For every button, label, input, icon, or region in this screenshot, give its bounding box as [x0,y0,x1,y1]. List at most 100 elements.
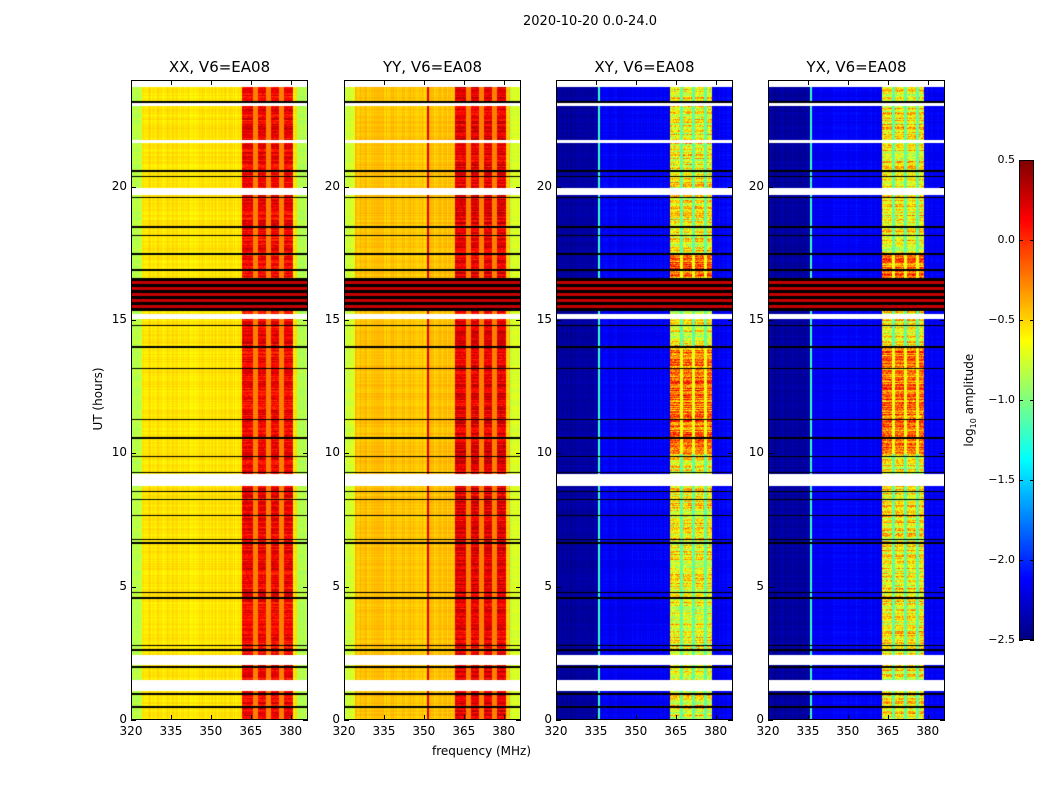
x-tick-mark [847,80,849,85]
x-tick-label: 365 [664,724,688,738]
colorbar-tick-mark [1030,160,1034,161]
y-tick-label: 5 [332,578,340,593]
y-tick-mark [940,320,945,321]
x-tick-label: 320 [332,724,356,738]
x-tick-label: 365 [239,724,263,738]
colorbar-tick-label: −1.5 [988,473,1015,486]
y-tick-mark [131,586,136,588]
figure-title: 2020-10-20 0.0-24.0 [523,14,657,29]
y-axis-label: UT (hours) [91,367,105,431]
x-tick-mark [715,715,717,720]
x-tick-mark [768,715,769,720]
x-tick-mark [344,715,345,720]
x-tick-mark [503,80,505,85]
y-tick-mark [940,720,945,721]
y-tick-mark [131,186,136,188]
colorbar-tick-mark [1019,240,1023,241]
x-tick-mark [556,715,557,720]
y-tick-label: 15 [536,312,552,326]
panel-frame [556,80,733,720]
colorbar-tick-mark [1019,400,1023,401]
y-tick-mark [303,453,308,455]
panel-title: XY, V6=EA08 [594,58,695,76]
panel-frame [131,80,308,720]
x-tick-mark [503,715,505,720]
x-tick-mark [675,80,677,85]
y-tick-label: 5 [756,578,764,593]
heatmap-0 [131,80,308,720]
panel-frame [344,80,521,720]
y-tick-mark [728,720,733,721]
x-tick-mark [768,80,769,85]
colorbar-tick-label: 0.0 [997,233,1016,246]
colorbar-tick-label: −0.5 [988,313,1015,326]
panel-frame [768,80,945,720]
y-tick-mark [131,453,136,455]
x-tick-label: 365 [452,724,476,738]
y-tick-label: 15 [324,312,340,326]
heatmap-2 [556,80,733,720]
y-tick-mark [768,186,773,188]
colorbar-gradient [1019,160,1034,640]
colorbar-tick-label: −2.0 [988,553,1015,566]
y-tick-label: 20 [324,178,340,193]
x-tick-mark [887,715,889,720]
colorbar-tick-label: −2.5 [988,633,1015,646]
y-tick-mark [768,320,773,321]
x-tick-mark [807,80,809,85]
colorbar-tick-mark [1019,160,1023,161]
x-tick-label: 335 [159,724,183,738]
panel-title: XX, V6=EA08 [168,58,271,76]
colorbar-tick-mark [1030,400,1034,401]
x-tick-mark [170,715,172,720]
y-tick-mark [516,720,521,721]
colorbar-tick-mark [1019,320,1023,321]
y-tick-mark [556,186,561,188]
x-tick-mark [556,80,557,85]
y-tick-label: 10 [748,445,764,460]
x-tick-label: 335 [584,724,608,738]
x-tick-label: 335 [372,724,396,738]
x-tick-mark [635,80,637,85]
x-tick-mark [290,80,292,85]
x-tick-mark [807,715,809,720]
x-tick-label: 365 [876,724,900,738]
heatmap-3 [768,80,945,720]
y-tick-mark [516,320,521,321]
x-tick-mark [595,715,597,720]
x-tick-label: 350 [836,724,860,738]
x-tick-mark [595,80,597,85]
y-tick-label: 10 [536,445,552,460]
y-tick-mark [556,720,561,721]
x-tick-mark [250,715,252,720]
x-tick-label: 320 [756,724,780,738]
y-tick-label: 5 [119,578,127,593]
y-tick-mark [940,586,945,588]
x-tick-mark [423,715,425,720]
y-tick-label: 0 [119,712,127,726]
x-tick-label: 350 [199,724,223,738]
x-tick-label: 380 [916,724,940,738]
y-tick-mark [344,586,349,588]
y-tick-mark [556,586,561,588]
x-tick-label: 320 [544,724,568,738]
colorbar-tick-label: 0.5 [997,153,1016,166]
y-tick-mark [728,586,733,588]
x-tick-mark [715,80,717,85]
x-tick-mark [131,715,132,720]
x-tick-mark [463,715,465,720]
y-tick-label: 10 [324,445,340,460]
x-tick-mark [210,80,212,85]
colorbar-tick-mark [1019,480,1023,481]
y-tick-mark [768,586,773,588]
x-tick-label: 350 [624,724,648,738]
y-tick-mark [344,320,349,321]
x-axis-label: frequency (MHz) [432,744,532,758]
x-tick-mark [250,80,252,85]
x-tick-mark [383,715,385,720]
y-tick-mark [303,186,308,188]
x-tick-mark [927,715,929,720]
y-tick-mark [940,453,945,455]
y-tick-mark [344,720,349,721]
